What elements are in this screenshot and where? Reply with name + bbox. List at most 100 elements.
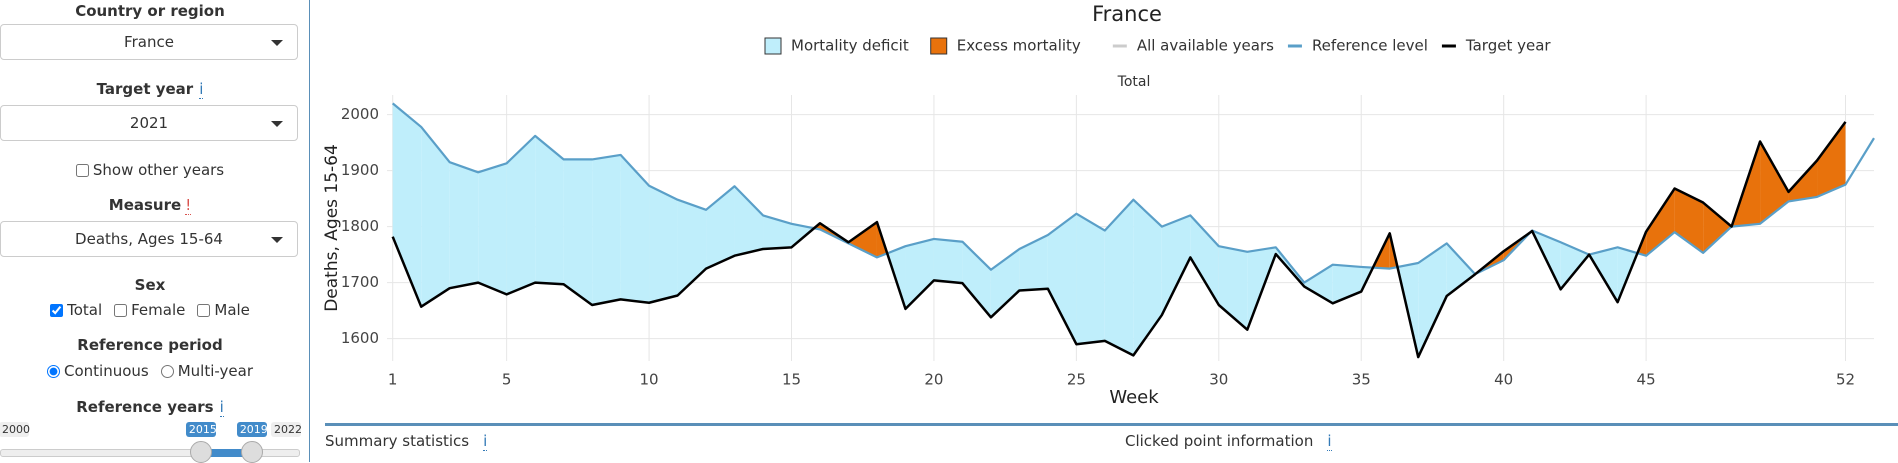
x-tick-label: 40 (1494, 371, 1513, 389)
label-text: Summary statistics (325, 432, 470, 450)
checkbox[interactable]: Male (197, 301, 250, 319)
x-tick-label: 45 (1637, 371, 1656, 389)
checkbox-input[interactable] (50, 304, 64, 317)
y-tick-label: 2000 (341, 105, 379, 123)
deficit-area (478, 163, 507, 295)
label: Target year i (0, 80, 300, 99)
deficit-area (962, 241, 991, 318)
deficit-area (649, 185, 678, 303)
label: Reference period (77, 336, 223, 354)
legend-swatch (764, 37, 782, 55)
chart-title: France (1092, 2, 1162, 26)
deficit-area (933, 238, 963, 284)
deficit-area (1560, 242, 1590, 290)
info-icon[interactable]: i (1327, 432, 1332, 451)
radio[interactable]: Continuous (46, 362, 149, 380)
x-tick-label: 15 (782, 371, 801, 389)
deficit-area (620, 154, 650, 303)
x-tick-label: 1 (388, 371, 398, 389)
range-slider[interactable]: 2000 2022 2015 2019 (0, 420, 302, 463)
deficit-area (1446, 243, 1476, 297)
excess-area (1703, 202, 1732, 253)
slider-bar (200, 449, 252, 457)
x-tick-label: 20 (924, 371, 943, 389)
deficit-area (1019, 235, 1048, 291)
legend-label: Excess mortality (957, 37, 1081, 55)
checkbox-label: Show other years (92, 161, 225, 179)
deficit-area (1418, 243, 1447, 358)
checkbox[interactable]: Female (114, 301, 185, 319)
summary-title: Summary statistics i (325, 432, 488, 451)
excess-area (1646, 188, 1675, 256)
measure-select[interactable]: Deaths, Ages 15-64 (0, 221, 298, 257)
deficit-area (1047, 213, 1077, 345)
y-tick-label: 1900 (341, 161, 379, 179)
label-text: Measure (108, 196, 182, 214)
info-icon[interactable]: i (199, 80, 204, 99)
checkbox-input[interactable] (114, 304, 128, 317)
deficit-area (392, 103, 422, 307)
legend-label: Mortality deficit (791, 37, 909, 55)
deficit-area (592, 154, 621, 305)
sidebar: Country or region France Target year i 20… (0, 0, 310, 463)
excess-area (1788, 160, 1818, 202)
deficit-area (1190, 215, 1219, 305)
year-select[interactable]: 2021 (0, 105, 298, 141)
series-line (391, 121, 1847, 359)
slider-handle[interactable] (240, 441, 263, 463)
radio-label: Multi-year (177, 362, 253, 380)
x-tick-label: 30 (1209, 371, 1228, 389)
deficit-area (1304, 264, 1333, 304)
deficit-area (763, 215, 792, 249)
legend-label: All available years (1137, 37, 1274, 55)
checkbox-label: Female (131, 301, 186, 319)
legend-swatch (930, 37, 948, 55)
slider-handle[interactable] (189, 441, 212, 463)
slider-label: 2000 (0, 422, 30, 437)
slider-label: 2022 (271, 422, 302, 437)
deficit-area (506, 135, 536, 295)
checkbox-input[interactable] (197, 304, 211, 317)
radio-input[interactable] (160, 365, 174, 378)
deficit-area (535, 135, 564, 285)
info-icon[interactable]: i (219, 398, 224, 417)
label: Measure! (0, 196, 300, 215)
checkbox[interactable]: Total (50, 301, 102, 319)
slider-label: 2015 (185, 422, 217, 437)
label: Sex (134, 276, 166, 294)
subtitle: Total (1117, 74, 1151, 90)
info-icon[interactable]: i (483, 432, 488, 451)
label: Country or region (75, 2, 225, 20)
warning-icon[interactable]: ! (185, 196, 192, 215)
checkbox-row: Total Female Male (0, 301, 300, 319)
checkbox-label: Male (214, 301, 250, 319)
radio[interactable]: Multi-year (160, 362, 253, 380)
deficit-area (421, 126, 450, 307)
label-text: Clicked point information (1125, 432, 1314, 450)
label-text: Reference years (76, 398, 214, 416)
x-axis-label: Week (1109, 387, 1159, 408)
y-tick-label: 1800 (341, 217, 379, 235)
x-tick-label: 52 (1836, 371, 1855, 389)
x-tick-label: 10 (640, 371, 659, 389)
country-select[interactable]: France (0, 24, 298, 60)
x-tick-label: 5 (502, 371, 512, 389)
clicked-title: Clicked point information i (1125, 432, 1332, 451)
chart: France Total Week Deaths, Ages 15-64 1600 170… (322, 2, 1875, 408)
checkbox-row: Show other years (0, 161, 300, 179)
checkbox[interactable]: Show other years (75, 161, 225, 179)
deficit-area (990, 249, 1020, 318)
deficit-area (677, 199, 707, 296)
y-tick-label: 1700 (341, 273, 379, 291)
deficit-area (905, 238, 934, 309)
radio-input[interactable] (46, 365, 60, 378)
deficit-area (706, 186, 735, 269)
deficit-area (1076, 213, 1105, 345)
excess-area (1817, 121, 1846, 197)
deficit-area (1161, 215, 1191, 316)
label-text: Target year (96, 80, 194, 98)
slider-track (0, 449, 300, 457)
deficit-area (1133, 199, 1162, 356)
deficit-area (563, 159, 593, 305)
deficit-area (1104, 199, 1134, 356)
